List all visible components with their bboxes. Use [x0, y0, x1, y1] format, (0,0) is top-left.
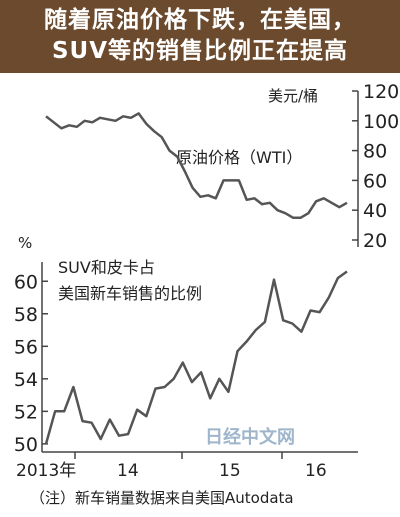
- suv-series-label-line1: SUV和皮卡占: [58, 258, 155, 277]
- suv-y-tick-label: 56: [14, 336, 38, 358]
- x-tick-label: 2013年: [16, 461, 76, 481]
- chart-title-line1: 随着原油价格下跌，在美国，: [44, 7, 356, 33]
- oil-y-tick-label: 100: [363, 111, 399, 133]
- footnote: （注）新车销量数据来自美国Autodata: [30, 489, 294, 507]
- x-tick-label: 14: [117, 461, 139, 481]
- oil-y-tick-label: 60: [363, 170, 387, 192]
- chart-title-line2: SUV等的销售比例正在提高: [51, 38, 349, 64]
- oil-price-line: [45, 112, 348, 219]
- suv-y-tick-label: 54: [14, 369, 38, 391]
- chart-area: 20 40 60 80 100 120 美元/桶 原油价格（WTI） % 50 52 54 56…: [14, 81, 399, 481]
- oil-y-tick-label: 80: [363, 141, 387, 163]
- oil-y-tick-label: 40: [363, 200, 387, 222]
- watermark: 日经中文网: [205, 426, 295, 448]
- oil-y-tick-label: 120: [363, 81, 399, 103]
- suv-unit-label: %: [18, 234, 32, 252]
- suv-series-label-line2: 美国新车销售的比例: [58, 284, 202, 303]
- oil-y-tick-label: 20: [363, 230, 387, 252]
- suv-share-line: [44, 270, 348, 445]
- chart-header: 随着原油价格下跌，在美国， SUV等的销售比例正在提高: [0, 0, 400, 73]
- oil-unit-label: 美元/桶: [268, 87, 318, 105]
- suv-y-ticks: 50 52 54 56 58 60: [14, 271, 48, 456]
- x-tick-label: 16: [305, 461, 327, 481]
- oil-series-label: 原油价格（WTI）: [176, 148, 302, 167]
- suv-y-tick-label: 58: [14, 304, 38, 326]
- oil-y-ticks: 20 40 60 80 100 120: [352, 81, 399, 252]
- x-tick-label: 15: [219, 461, 241, 481]
- suv-y-tick-label: 60: [14, 271, 38, 293]
- suv-y-tick-label: 50: [14, 434, 38, 456]
- x-ticks: 2013年 14 15 16: [16, 452, 327, 481]
- suv-y-tick-label: 52: [14, 401, 38, 423]
